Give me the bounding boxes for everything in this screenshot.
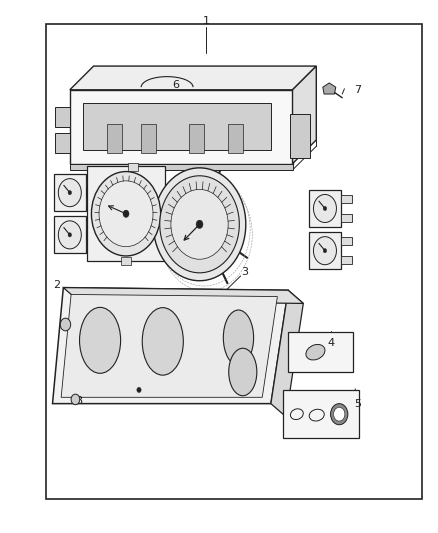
Text: 3: 3 <box>241 267 248 277</box>
Circle shape <box>196 220 203 229</box>
Bar <box>283 391 359 438</box>
Circle shape <box>123 210 129 217</box>
Polygon shape <box>341 237 352 245</box>
Polygon shape <box>323 83 336 94</box>
Circle shape <box>171 189 228 259</box>
Circle shape <box>60 318 71 331</box>
Circle shape <box>153 168 246 281</box>
Polygon shape <box>55 133 70 153</box>
Polygon shape <box>141 124 156 153</box>
Circle shape <box>68 233 71 237</box>
Polygon shape <box>55 107 70 127</box>
Polygon shape <box>53 174 86 211</box>
Ellipse shape <box>229 348 257 395</box>
Text: 1: 1 <box>202 16 209 26</box>
Polygon shape <box>86 198 97 206</box>
Text: 6: 6 <box>172 79 179 90</box>
Polygon shape <box>64 288 304 303</box>
Circle shape <box>314 195 336 222</box>
Circle shape <box>99 181 153 247</box>
Text: 8: 8 <box>75 396 82 406</box>
Ellipse shape <box>306 344 325 360</box>
Circle shape <box>323 206 327 211</box>
Bar <box>288 333 353 372</box>
Ellipse shape <box>223 310 254 366</box>
Circle shape <box>58 179 81 207</box>
Ellipse shape <box>142 308 184 375</box>
Polygon shape <box>341 256 352 264</box>
Polygon shape <box>309 190 341 227</box>
Polygon shape <box>341 214 352 222</box>
Polygon shape <box>53 288 288 403</box>
Polygon shape <box>70 164 293 170</box>
Circle shape <box>137 387 141 393</box>
Polygon shape <box>83 103 271 150</box>
Text: 5: 5 <box>354 399 361 409</box>
Ellipse shape <box>331 403 348 425</box>
Polygon shape <box>70 66 316 90</box>
Circle shape <box>334 407 345 421</box>
Polygon shape <box>70 90 293 164</box>
Polygon shape <box>86 240 97 248</box>
Polygon shape <box>309 232 341 269</box>
Ellipse shape <box>80 308 120 373</box>
Polygon shape <box>228 124 243 153</box>
Circle shape <box>71 394 80 405</box>
Polygon shape <box>271 290 304 417</box>
Polygon shape <box>86 179 97 188</box>
Polygon shape <box>86 221 97 230</box>
Polygon shape <box>127 163 138 171</box>
Text: 4: 4 <box>328 338 335 348</box>
Polygon shape <box>290 114 310 158</box>
Polygon shape <box>121 257 131 265</box>
Polygon shape <box>61 294 277 397</box>
Polygon shape <box>53 216 86 253</box>
Polygon shape <box>106 124 122 153</box>
Circle shape <box>92 172 161 256</box>
Text: 7: 7 <box>354 85 361 95</box>
Text: 2: 2 <box>53 280 60 290</box>
Polygon shape <box>189 124 204 153</box>
Circle shape <box>58 221 81 249</box>
Polygon shape <box>293 66 316 164</box>
Circle shape <box>314 237 336 265</box>
Polygon shape <box>87 166 165 261</box>
Bar <box>46 24 422 498</box>
Polygon shape <box>341 195 352 203</box>
Circle shape <box>323 248 327 253</box>
Circle shape <box>68 191 71 195</box>
Circle shape <box>160 176 239 273</box>
